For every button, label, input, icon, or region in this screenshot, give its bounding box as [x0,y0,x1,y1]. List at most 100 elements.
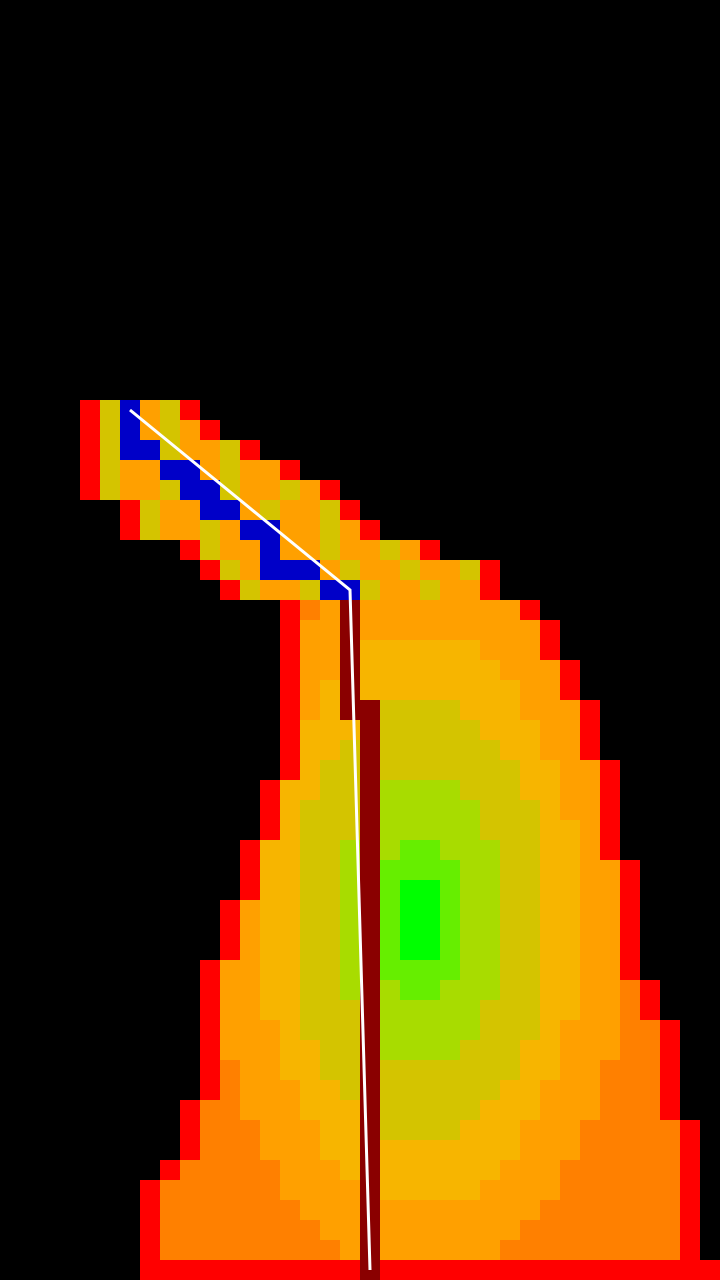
arm-cell [400,580,420,600]
heat-cell [400,940,420,960]
arm-cell [100,480,120,500]
arm-cell [140,460,160,480]
arm-cell [340,540,360,560]
heat-cell [460,960,480,980]
arm-edge-cell [180,400,200,420]
cone-edge-cell [260,780,280,800]
arm-cell [120,460,140,480]
cone-edge-cell [560,1260,580,1280]
heat-cell [640,1100,660,1120]
heat-cell [620,980,640,1000]
arm-cell [220,540,240,560]
wall-cell [360,980,380,1000]
heat-cell [300,880,320,900]
heat-cell [620,1160,640,1180]
heat-cell [340,880,360,900]
heat-cell [380,960,400,980]
heat-cell [480,620,500,640]
heat-cell [560,1160,580,1180]
heat-cell [500,960,520,980]
heat-cell [420,1060,440,1080]
cone-edge-cell [260,1260,280,1280]
heat-cell [580,860,600,880]
heat-cell [220,1240,240,1260]
cone-edge-cell [680,1260,700,1280]
wall-cell [360,760,380,780]
heat-cell [320,1200,340,1220]
heat-cell [300,800,320,820]
heat-cell [660,1200,680,1220]
heat-cell [440,1000,460,1020]
wall-cell [360,1200,380,1220]
wall-cell [360,720,380,740]
heat-cell [460,620,480,640]
arm-cell [200,520,220,540]
heat-cell [540,1020,560,1040]
heat-cell [380,840,400,860]
heat-cell [300,1160,320,1180]
heat-cell [540,1140,560,1160]
cone-edge-cell [200,1040,220,1060]
wall-cell [360,940,380,960]
heat-cell [560,1140,580,1160]
heat-cell [280,1200,300,1220]
heat-cell [480,640,500,660]
heat-cell [400,820,420,840]
cone-edge-cell [620,900,640,920]
cone-edge-cell [660,1080,680,1100]
heat-cell [600,1180,620,1200]
cone-edge-cell [620,880,640,900]
arm-cell [260,500,280,520]
heat-cell [520,1060,540,1080]
heat-cell [560,820,580,840]
heat-cell [280,920,300,940]
heat-cell [460,680,480,700]
heat-cell [540,980,560,1000]
heat-cell [460,980,480,1000]
heat-cell [500,1220,520,1240]
heat-cell [540,940,560,960]
heat-cell [640,1240,660,1260]
heat-cell [260,1160,280,1180]
heat-cell [580,1120,600,1140]
heat-cell [220,1160,240,1180]
heat-cell [580,1140,600,1160]
heat-cell [220,980,240,1000]
heat-cell [520,1160,540,1180]
heat-cell [600,880,620,900]
cone-edge-cell [260,800,280,820]
heat-cell [380,620,400,640]
cone-edge-cell [580,1260,600,1280]
heat-cell [480,1140,500,1160]
heat-cell [240,1200,260,1220]
heat-cell [520,920,540,940]
trail-cell [120,420,140,440]
heat-cell [540,1220,560,1240]
arm-cell [260,460,280,480]
heat-cell [640,1120,660,1140]
heat-cell [380,720,400,740]
heat-cell [520,840,540,860]
heat-cell [540,1040,560,1060]
heat-cell [380,1180,400,1200]
heat-cell [500,1120,520,1140]
heat-cell [500,860,520,880]
heat-cell [600,1160,620,1180]
arm-edge-cell [80,440,100,460]
cone-edge-cell [140,1220,160,1240]
heat-cell [540,860,560,880]
cone-edge-cell [240,880,260,900]
heat-cell [300,1220,320,1240]
cone-edge-cell [680,1220,700,1240]
arm-cell [320,560,340,580]
heat-cell [220,1200,240,1220]
heat-cell [320,640,340,660]
heat-cell [240,980,260,1000]
heat-cell [440,1160,460,1180]
heat-cell [460,860,480,880]
heat-cell [260,920,280,940]
heat-cell [280,840,300,860]
cone-edge-cell [280,760,300,780]
heat-cell [580,1180,600,1200]
